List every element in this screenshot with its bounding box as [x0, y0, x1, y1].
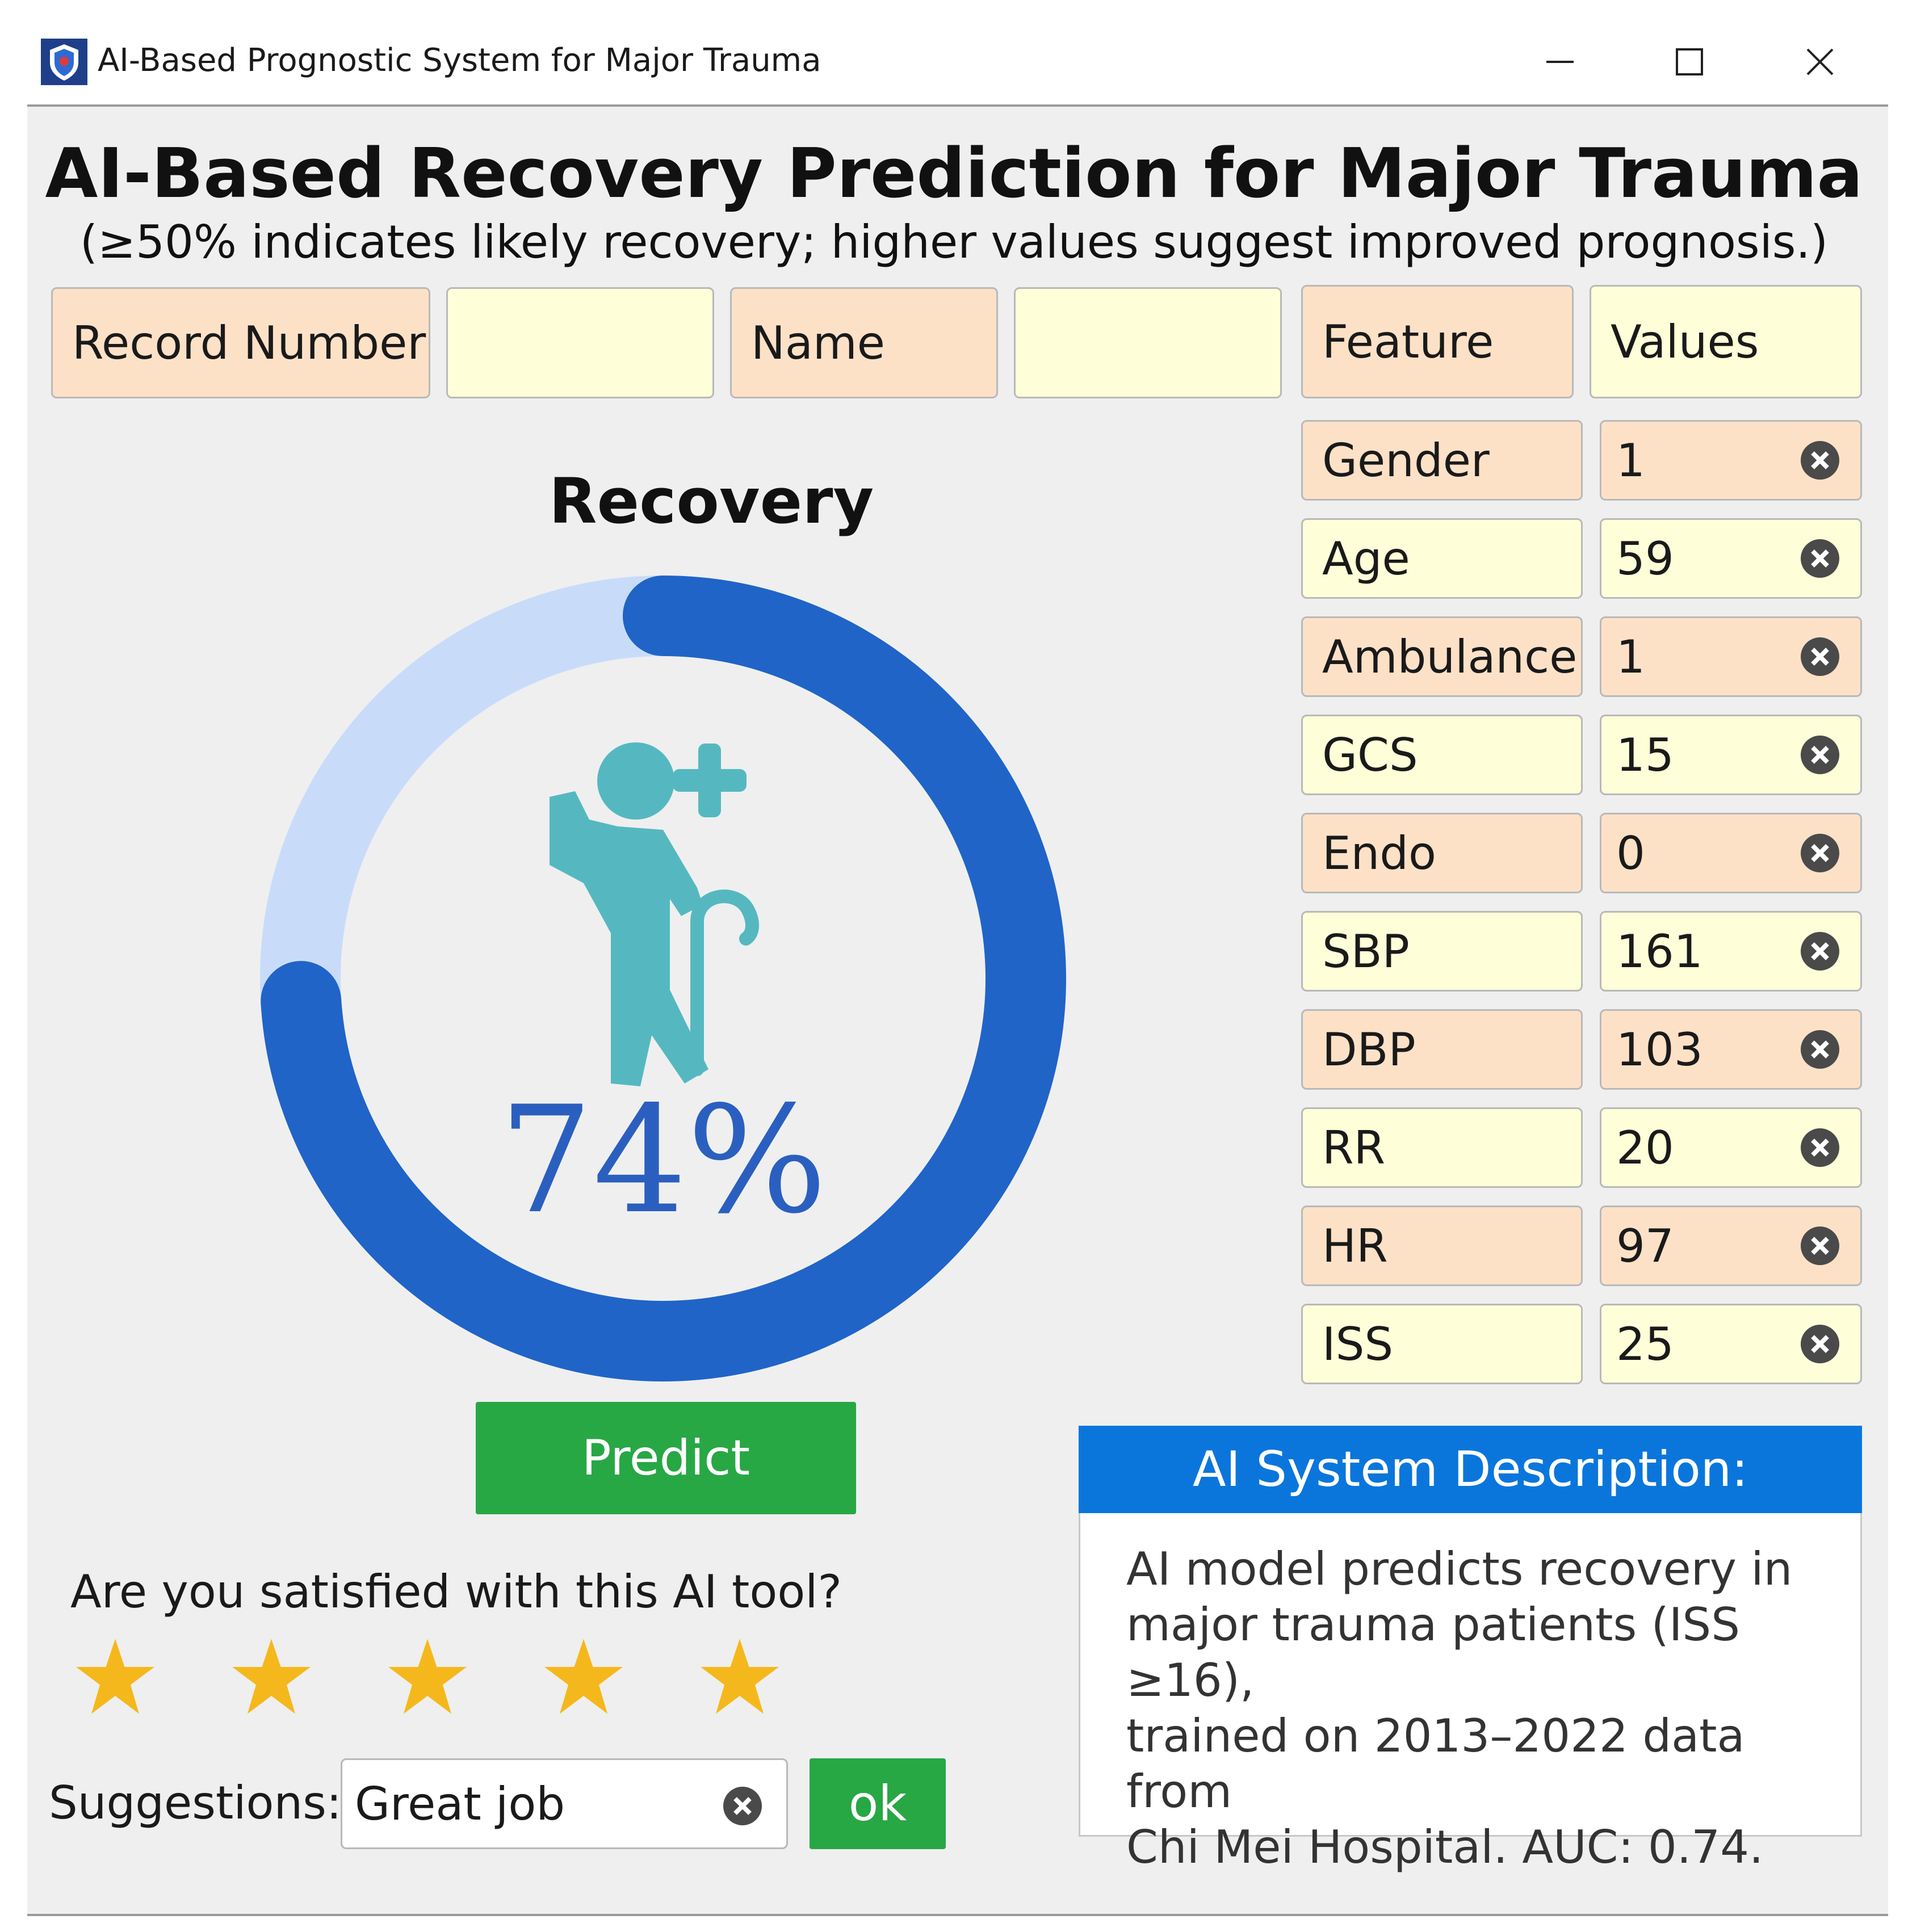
clear-icon[interactable] — [1798, 1322, 1842, 1366]
clear-icon[interactable] — [1798, 635, 1842, 678]
feature-label-endo: Endo — [1301, 813, 1583, 893]
record-number-label: Record Number — [51, 287, 430, 398]
clear-icon[interactable] — [1798, 537, 1842, 580]
star-icon[interactable] — [73, 1635, 158, 1720]
clear-icon[interactable] — [1798, 733, 1842, 776]
recovery-gauge: 74% — [254, 570, 1072, 1387]
description-line: major trauma patients (ISS ≥16), — [1126, 1598, 1740, 1707]
predict-button[interactable]: Predict — [476, 1402, 856, 1514]
feature-value: 97 — [1616, 1219, 1674, 1272]
record-number-input[interactable] — [446, 287, 714, 398]
star-icon[interactable] — [385, 1635, 470, 1720]
description-header: AI System Description: — [1079, 1426, 1862, 1513]
clear-icon[interactable] — [721, 1784, 764, 1828]
name-label: Name — [730, 287, 998, 398]
description-line: AI model predicts recovery in — [1126, 1543, 1793, 1595]
feature-label-hr: HR — [1301, 1206, 1583, 1286]
page-title: AI-Based Recovery Prediction for Major T… — [45, 135, 1863, 213]
title-bar-divider — [27, 104, 1888, 107]
title-bar — [27, 23, 1888, 106]
star-icon[interactable] — [229, 1635, 314, 1720]
description-line: Chi Mei Hospital. AUC: 0.74. — [1126, 1821, 1764, 1874]
feature-value: 59 — [1616, 532, 1674, 585]
shield-logo-icon — [41, 39, 87, 85]
feature-label-age: Age — [1301, 518, 1583, 599]
feature-input-iss[interactable]: 25 — [1600, 1304, 1862, 1384]
clear-icon[interactable] — [1798, 1126, 1842, 1169]
minimize-icon — [1546, 61, 1574, 63]
feature-column-header: Feature — [1301, 285, 1574, 398]
description-text: AI model predicts recovery in major trau… — [1126, 1542, 1842, 1875]
suggestions-input[interactable]: Great job — [341, 1758, 788, 1849]
feature-label-gender: Gender — [1301, 420, 1583, 501]
star-icon[interactable] — [541, 1635, 626, 1720]
description-line: trained on 2013–2022 data from — [1126, 1710, 1745, 1818]
feature-value: 20 — [1616, 1121, 1674, 1174]
feature-input-age[interactable]: 59 — [1600, 518, 1862, 599]
star-icon[interactable] — [697, 1635, 782, 1720]
feature-value: 15 — [1616, 728, 1674, 782]
ok-button[interactable]: ok — [810, 1758, 946, 1849]
feature-value: 1 — [1616, 630, 1645, 683]
feature-label-gcs: GCS — [1301, 715, 1583, 795]
feature-label-rr: RR — [1301, 1107, 1583, 1188]
feature-value: 1 — [1616, 434, 1645, 487]
clear-icon[interactable] — [1798, 1028, 1842, 1071]
minimize-button[interactable] — [1526, 31, 1594, 93]
feature-label-ambulance: Ambulance — [1301, 616, 1583, 697]
page-subtitle: (≥50% indicates likely recovery; higher … — [79, 216, 1829, 268]
close-button[interactable] — [1786, 31, 1854, 93]
feature-value: 161 — [1616, 925, 1703, 978]
suggestions-label: Suggestions: — [49, 1776, 342, 1829]
suggestions-value: Great job — [355, 1777, 565, 1830]
feature-label-iss: ISS — [1301, 1304, 1583, 1384]
name-input[interactable] — [1014, 287, 1282, 398]
elderly-recovery-icon — [550, 742, 759, 1086]
feature-label-dbp: DBP — [1301, 1009, 1583, 1090]
clear-icon[interactable] — [1798, 831, 1842, 875]
feature-value: 103 — [1616, 1023, 1703, 1076]
maximize-icon — [1676, 48, 1703, 75]
maximize-button[interactable] — [1655, 31, 1724, 93]
window-bottom-edge — [27, 1914, 1888, 1916]
values-column-header: Values — [1590, 285, 1862, 398]
window-title: AI-Based Prognostic System for Major Tra… — [98, 42, 821, 79]
description-panel — [1079, 1513, 1862, 1837]
recovery-label: Recovery — [548, 465, 874, 537]
gauge-progress-arc — [261, 576, 1066, 1381]
clear-icon[interactable] — [1798, 1224, 1842, 1267]
feature-label-sbp: SBP — [1301, 911, 1583, 992]
satisfaction-question: Are you satisfied with this AI tool? — [70, 1565, 842, 1618]
feature-value: 25 — [1616, 1317, 1674, 1371]
clear-icon[interactable] — [1798, 439, 1842, 482]
feature-input-gender[interactable]: 1 — [1600, 420, 1862, 501]
close-icon — [1806, 48, 1834, 75]
feature-value: 0 — [1616, 826, 1645, 880]
recovery-percent: 74% — [499, 1075, 827, 1246]
clear-icon[interactable] — [1798, 930, 1842, 973]
